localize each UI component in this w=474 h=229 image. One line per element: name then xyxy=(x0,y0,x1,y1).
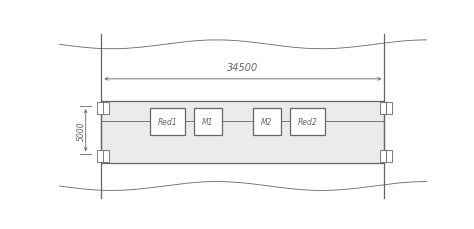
Bar xyxy=(290,108,325,136)
Text: 5000: 5000 xyxy=(77,121,86,140)
Text: M1: M1 xyxy=(202,117,214,126)
Text: M2: M2 xyxy=(261,117,273,126)
Bar xyxy=(101,101,384,163)
Bar xyxy=(103,150,109,162)
Bar xyxy=(386,150,392,162)
Bar xyxy=(380,150,386,162)
Bar xyxy=(386,103,392,114)
Text: Red1: Red1 xyxy=(158,117,177,126)
Text: 34500: 34500 xyxy=(228,63,258,72)
Bar xyxy=(97,103,103,114)
Bar xyxy=(380,103,386,114)
Bar xyxy=(103,103,109,114)
Bar xyxy=(253,108,281,136)
Text: Red2: Red2 xyxy=(297,117,317,126)
Bar xyxy=(150,108,185,136)
Bar xyxy=(97,150,103,162)
Bar xyxy=(194,108,222,136)
